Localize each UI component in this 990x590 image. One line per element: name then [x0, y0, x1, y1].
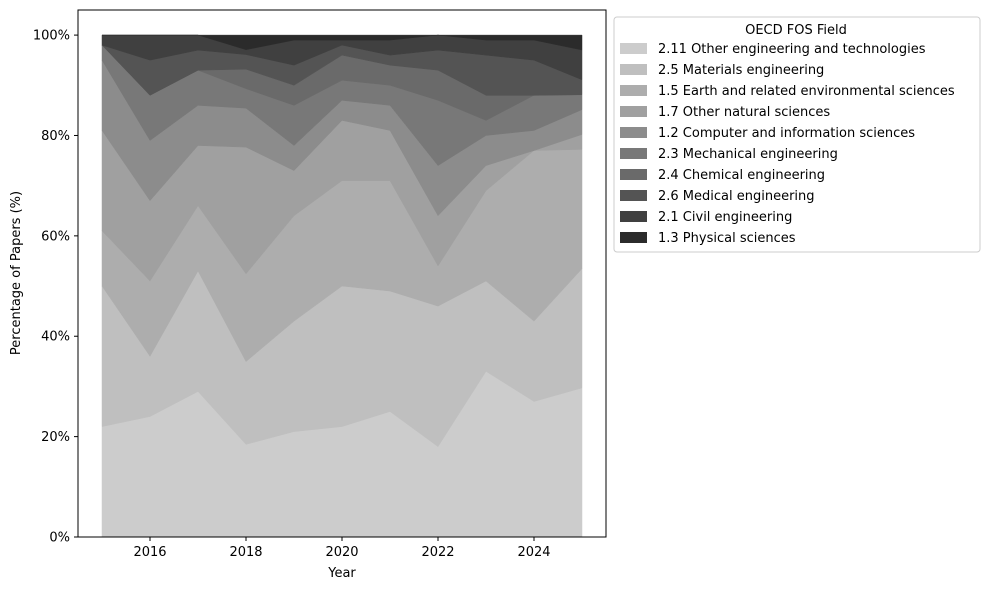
- y-tick-label: 100%: [33, 29, 70, 44]
- y-axis: 0% 20% 40% 60% 80% 100%: [33, 29, 78, 546]
- legend-label: 2.6 Medical engineering: [658, 189, 815, 204]
- x-tick-label: 2022: [421, 545, 454, 560]
- legend-label: 2.4 Chemical engineering: [658, 168, 825, 183]
- legend-items: 2.11 Other engineering and technologies 2…: [620, 42, 955, 246]
- legend-swatch: [620, 106, 647, 117]
- y-axis-label: Percentage of Papers (%): [9, 191, 24, 355]
- x-tick-label: 2016: [133, 545, 166, 560]
- legend: OECD FOS Field 2.11 Other engineering an…: [613, 16, 981, 253]
- legend-label: 2.1 Civil engineering: [658, 210, 792, 225]
- y-tick-label: 60%: [41, 229, 70, 244]
- x-tick-label: 2020: [325, 545, 358, 560]
- y-tick-label: 40%: [41, 330, 70, 345]
- legend-swatch: [620, 127, 647, 138]
- legend-label: 2.3 Mechanical engineering: [658, 147, 838, 162]
- legend-swatch: [620, 169, 647, 180]
- legend-label: 1.3 Physical sciences: [658, 231, 796, 246]
- area-series-10: [102, 34, 583, 51]
- legend-swatch: [620, 232, 647, 243]
- y-tick-label: 80%: [41, 129, 70, 144]
- legend-swatch: [620, 148, 647, 159]
- legend-swatch: [620, 64, 647, 75]
- legend-swatch: [620, 85, 647, 96]
- legend-label: 1.7 Other natural sciences: [658, 105, 830, 120]
- legend-swatch: [620, 190, 647, 201]
- area-layers: [101, 34, 583, 538]
- legend-frame: [613, 16, 981, 253]
- y-tick-label: 20%: [41, 430, 70, 445]
- legend-label: 1.2 Computer and information sciences: [658, 126, 915, 141]
- legend-label: 2.5 Materials engineering: [658, 63, 824, 78]
- x-axis: 2016 2018 2020 2022 2024: [133, 537, 551, 560]
- legend-title: OECD FOS Field: [745, 23, 847, 38]
- legend-label: 1.5 Earth and related environmental scie…: [658, 84, 955, 99]
- legend-swatch: [620, 211, 647, 222]
- x-axis-label: Year: [327, 566, 356, 581]
- legend-swatch: [620, 43, 647, 54]
- x-tick-label: 2018: [229, 545, 262, 560]
- legend-label: 2.11 Other engineering and technologies: [658, 42, 926, 57]
- y-tick-label: 0%: [49, 531, 70, 546]
- x-tick-label: 2024: [517, 545, 550, 560]
